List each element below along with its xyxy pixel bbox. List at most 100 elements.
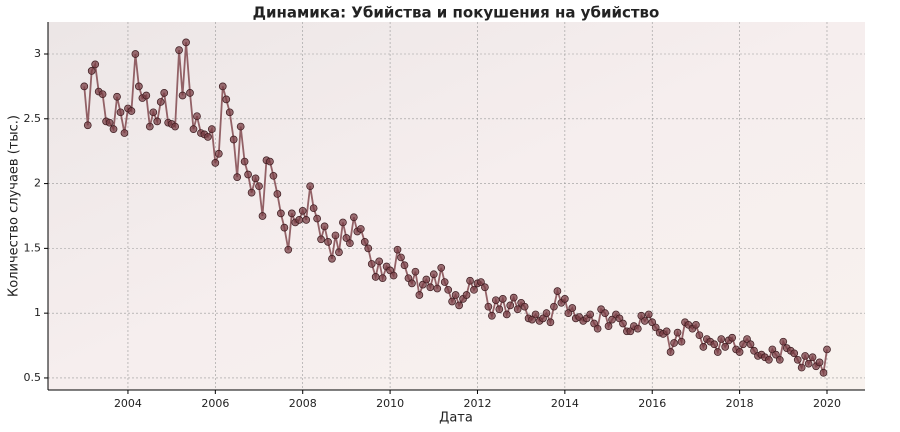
point (160, 89, 169, 97)
point (801, 352, 809, 360)
point (815, 358, 824, 367)
point (451, 291, 460, 299)
x-axis-label: Дата (439, 411, 473, 426)
point (116, 108, 125, 117)
point (422, 275, 431, 284)
point (105, 118, 114, 127)
point (309, 204, 318, 213)
point (251, 174, 260, 183)
point (266, 157, 274, 166)
point (604, 322, 613, 330)
point (651, 323, 660, 332)
point (586, 310, 595, 319)
point (819, 368, 828, 377)
y-tick-label: 1 (34, 306, 41, 319)
point (80, 82, 89, 91)
point (302, 216, 311, 224)
point (408, 279, 416, 288)
point (218, 82, 227, 91)
point (644, 310, 653, 319)
point (692, 320, 700, 329)
point (721, 343, 730, 351)
point (404, 274, 413, 283)
point (287, 209, 296, 218)
point (193, 112, 201, 121)
point (593, 324, 602, 333)
point (411, 267, 420, 276)
point (590, 319, 598, 328)
point (335, 248, 343, 257)
point (419, 280, 427, 289)
point (775, 355, 784, 364)
y-tick-label: 1.5 (24, 241, 42, 254)
point (346, 239, 354, 248)
point (513, 305, 522, 314)
y-tick-label: 2.5 (24, 112, 42, 125)
point (426, 283, 435, 292)
point (509, 293, 518, 302)
point (186, 89, 194, 97)
x-tick-label: 2006 (201, 397, 229, 410)
plot-background (48, 22, 865, 390)
point (331, 231, 340, 240)
point (182, 38, 190, 47)
point (393, 245, 402, 254)
point (666, 348, 675, 356)
point (648, 318, 657, 327)
point (695, 331, 704, 340)
point (772, 350, 780, 359)
point (178, 91, 187, 100)
point (633, 324, 642, 333)
point (364, 244, 373, 253)
point (502, 310, 511, 319)
x-tick-label: 2014 (551, 397, 579, 410)
point (481, 283, 489, 292)
y-tick-label: 0.5 (24, 371, 42, 384)
point (149, 108, 158, 117)
point (750, 346, 758, 355)
point (222, 95, 231, 104)
point (225, 108, 234, 117)
point (640, 317, 649, 325)
point (284, 245, 293, 254)
point (542, 309, 551, 318)
point (561, 295, 569, 303)
point (765, 355, 773, 364)
y-tick-label: 3 (34, 47, 41, 60)
point (204, 133, 212, 141)
point (531, 310, 540, 319)
point (808, 353, 817, 362)
point (120, 129, 129, 137)
point (328, 254, 336, 263)
point (615, 314, 624, 323)
point (98, 90, 107, 99)
point (255, 182, 263, 191)
point (298, 206, 307, 215)
point (437, 263, 446, 272)
point (484, 302, 493, 311)
point (462, 291, 471, 299)
point (455, 301, 463, 310)
point (637, 311, 646, 320)
point (207, 125, 216, 134)
point (356, 225, 365, 233)
chart-title: Динамика: Убийства и покушения на убийст… (253, 4, 660, 22)
point (175, 46, 183, 54)
point (670, 339, 678, 347)
point (153, 117, 162, 126)
point (233, 173, 242, 181)
point (277, 209, 285, 218)
point (506, 301, 515, 310)
point (797, 363, 806, 372)
point (739, 340, 747, 349)
point (113, 92, 121, 101)
point (735, 348, 744, 356)
point (823, 345, 831, 354)
point (135, 82, 143, 91)
point (746, 340, 755, 349)
x-tick-label: 2004 (114, 397, 142, 410)
point (142, 91, 151, 100)
point (214, 149, 223, 158)
point (520, 302, 529, 311)
